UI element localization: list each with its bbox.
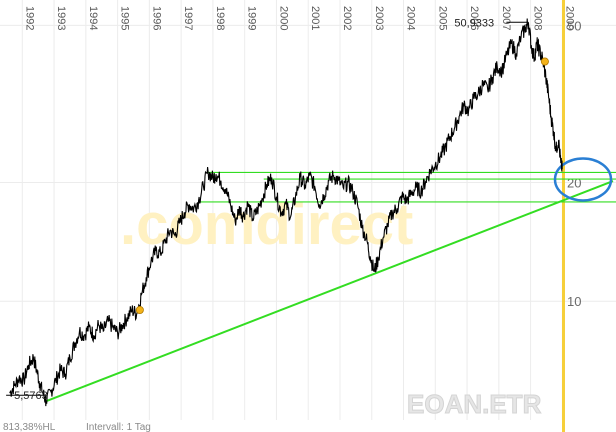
- x-tick-label: 2000: [277, 6, 289, 30]
- footer-interval: Intervall: 1 Tag: [86, 422, 151, 432]
- x-tick-label: 1999: [246, 6, 258, 30]
- x-tick-label: 1998: [214, 6, 226, 30]
- x-tick-label: 1994: [87, 6, 99, 30]
- dividend-marker: [135, 306, 144, 315]
- highlight-circle: [553, 157, 613, 202]
- x-tick-label: 1996: [150, 6, 162, 30]
- x-tick-label: 1992: [23, 6, 35, 30]
- trendline: [45, 180, 614, 403]
- markers: [135, 57, 549, 315]
- x-tick-label: 2008: [532, 6, 544, 30]
- x-tick-label: 1993: [55, 6, 67, 30]
- high-annotation: 50,9333: [454, 17, 494, 29]
- series-line: [9, 18, 563, 407]
- x-tick-label: 2005: [436, 6, 448, 30]
- x-tick-label: 2006: [468, 6, 480, 30]
- x-tick-label: 2004: [405, 6, 417, 30]
- footer-change: 813,38%HL: [3, 422, 56, 432]
- x-tick-label: 2003: [373, 6, 385, 30]
- x-tick-label: 2002: [341, 6, 353, 30]
- dividend-marker: [540, 57, 549, 66]
- low-annotation: 5,5763: [14, 390, 48, 402]
- y-tick-label: 20: [567, 175, 581, 190]
- x-tick-label: 2001: [309, 6, 321, 30]
- ticker-label: EOAN.ETR: [407, 389, 542, 419]
- x-tick-label: 1997: [182, 6, 194, 30]
- x-tick-label: 2009: [563, 6, 575, 30]
- x-tick-label: 1995: [119, 6, 131, 30]
- watermark: .comdirect: [120, 192, 413, 257]
- y-axis-ticks: 10 20 50: [567, 18, 581, 309]
- x-tick-label: 2007: [500, 6, 512, 30]
- y-tick-label: 50: [567, 18, 581, 33]
- y-tick-label: 10: [567, 294, 581, 309]
- x-axis-ticks: 1992 1993 1994 1995 1996 1997 1998 1999 2000 2001…: [23, 6, 575, 30]
